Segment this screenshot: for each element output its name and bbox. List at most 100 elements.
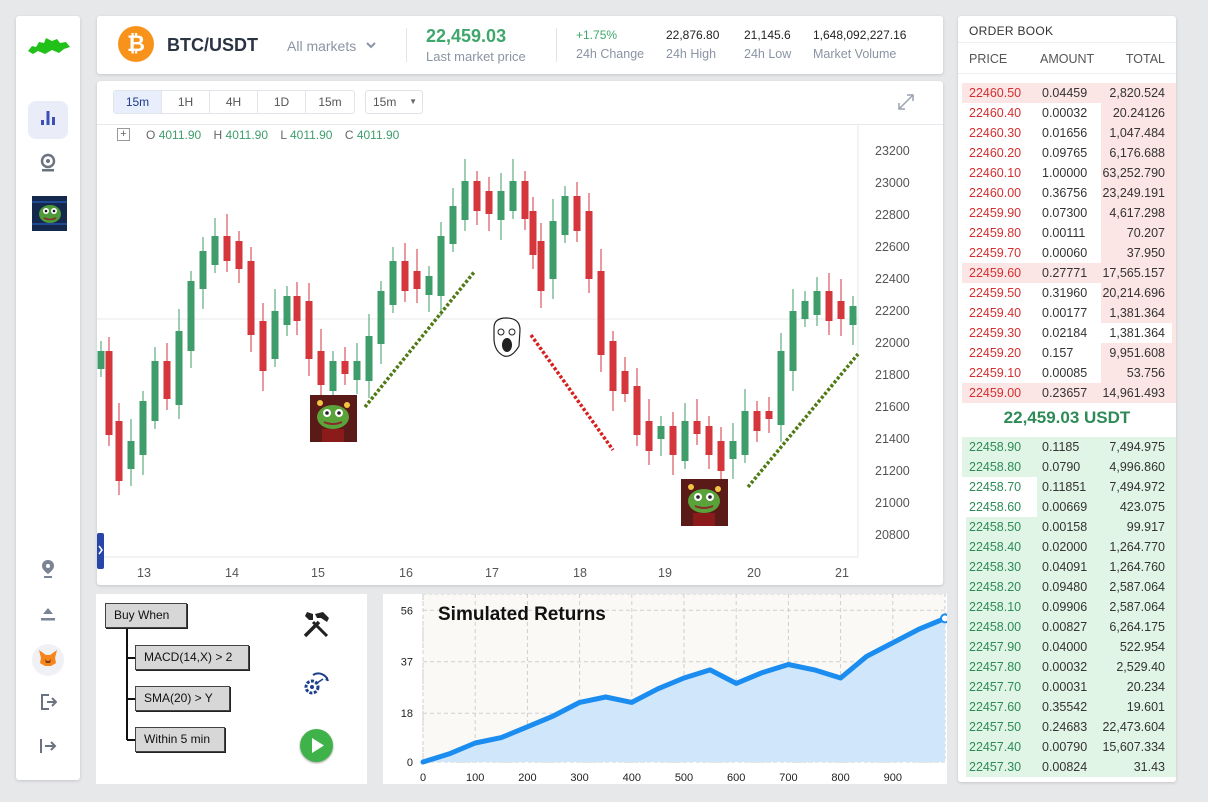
col-total: TOTAL bbox=[1125, 52, 1165, 66]
ask-total: 53.756 bbox=[1126, 366, 1165, 380]
bid-row[interactable]: 22458.80 0.0790 4,996.860 bbox=[958, 457, 1176, 477]
run-button[interactable] bbox=[300, 729, 333, 762]
candle bbox=[305, 283, 313, 376]
ask-total: 17,565.157 bbox=[1102, 266, 1165, 280]
ask-row[interactable]: 22459.90 0.07300 4,617.298 bbox=[958, 203, 1176, 223]
buy-when-node[interactable]: Buy When bbox=[105, 603, 187, 628]
ask-row[interactable]: 22459.30 0.02184 1,381.364 bbox=[958, 323, 1176, 343]
bid-row[interactable]: 22458.70 0.11851 7,494.972 bbox=[958, 477, 1176, 497]
low-label: 24h Low bbox=[744, 47, 792, 61]
bid-row[interactable]: 22458.90 0.1185 7,494.975 bbox=[958, 437, 1176, 457]
ask-price: 22460.30 bbox=[969, 126, 1022, 140]
bid-price: 22457.60 bbox=[969, 700, 1022, 714]
col-price: PRICE bbox=[969, 52, 1008, 66]
bid-depth-bar bbox=[1036, 477, 1176, 497]
location-nav-button[interactable] bbox=[28, 552, 68, 590]
bid-row[interactable]: 22457.50 0.24683 22,473.604 bbox=[958, 717, 1176, 737]
collapse-panel-tab[interactable] bbox=[97, 533, 104, 569]
wallet-button[interactable] bbox=[32, 644, 64, 676]
bid-row[interactable]: 22457.30 0.00824 31.43 bbox=[958, 757, 1176, 777]
market-select[interactable]: All markets bbox=[287, 36, 376, 54]
bid-row[interactable]: 22457.90 0.04000 522.954 bbox=[958, 637, 1176, 657]
bid-row[interactable]: 22458.40 0.02000 1,264.770 bbox=[958, 537, 1176, 557]
ask-amount: 0.01656 bbox=[1042, 126, 1088, 140]
condition-time[interactable]: Within 5 min bbox=[135, 727, 225, 752]
ohlc-open-label: O bbox=[146, 128, 156, 142]
bid-row[interactable]: 22457.60 0.35542 19.601 bbox=[958, 697, 1176, 717]
gear-refresh-icon[interactable] bbox=[301, 669, 331, 704]
bid-depth-bar bbox=[966, 557, 1176, 577]
ask-row[interactable]: 22460.30 0.01656 1,047.484 bbox=[958, 123, 1176, 143]
logout-icon bbox=[39, 737, 57, 760]
crosshair-toggle[interactable]: + bbox=[117, 128, 130, 141]
ask-row[interactable]: 22460.20 0.09765 6,176.688 bbox=[958, 143, 1176, 163]
bid-row[interactable]: 22458.10 0.09906 2,587.064 bbox=[958, 597, 1176, 617]
tab-1d[interactable]: 1D bbox=[258, 91, 306, 113]
ask-row[interactable]: 22459.20 0.157 9,951.608 bbox=[958, 343, 1176, 363]
strategy-builder: Buy When MACD(14,X) > 2 SMA(20) > Y With… bbox=[96, 594, 367, 784]
ask-row[interactable]: 22460.50 0.04459 2,820.524 bbox=[958, 83, 1176, 103]
ask-row[interactable]: 22460.00 0.36756 23,249.191 bbox=[958, 183, 1176, 203]
tab-15m[interactable]: 15m bbox=[114, 91, 162, 113]
bid-row[interactable]: 22458.30 0.04091 1,264.760 bbox=[958, 557, 1176, 577]
bid-amount: 0.04091 bbox=[1042, 560, 1088, 574]
ask-price: 22460.20 bbox=[969, 146, 1022, 160]
candle bbox=[609, 331, 617, 411]
ask-amount: 0.00111 bbox=[1042, 226, 1086, 240]
bid-row[interactable]: 22457.70 0.00031 20.234 bbox=[958, 677, 1176, 697]
bid-row[interactable]: 22458.20 0.09480 2,587.064 bbox=[958, 577, 1176, 597]
app-logo[interactable] bbox=[26, 34, 72, 58]
chart-nav-button[interactable] bbox=[28, 101, 68, 139]
export-nav-button[interactable] bbox=[28, 685, 68, 723]
bid-amount: 0.1185 bbox=[1042, 440, 1080, 454]
bid-amount: 0.11851 bbox=[1042, 480, 1087, 494]
ask-row[interactable]: 22459.40 0.00177 1,381.364 bbox=[958, 303, 1176, 323]
returns-x-tick: 400 bbox=[623, 772, 641, 784]
returns-y-tick: 0 bbox=[407, 757, 413, 769]
ask-row[interactable]: 22459.00 0.23657 14,961.493 bbox=[958, 383, 1176, 403]
tools-icon[interactable] bbox=[301, 610, 331, 643]
map-pin-icon bbox=[40, 559, 56, 584]
bid-total: 31.43 bbox=[1133, 760, 1165, 774]
ask-row[interactable]: 22460.40 0.00032 20.24126 bbox=[958, 103, 1176, 123]
bid-row[interactable]: 22458.00 0.00827 6,264.175 bbox=[958, 617, 1176, 637]
ask-row[interactable]: 22459.50 0.31960 20,214.696 bbox=[958, 283, 1176, 303]
bid-row[interactable]: 22457.80 0.00032 2,529.40 bbox=[958, 657, 1176, 677]
condition-sma[interactable]: SMA(20) > Y bbox=[135, 686, 230, 711]
expand-icon[interactable] bbox=[897, 93, 915, 116]
condition-macd[interactable]: MACD(14,X) > 2 bbox=[135, 645, 249, 670]
trend-line-up bbox=[746, 352, 860, 489]
export-icon bbox=[39, 693, 58, 716]
interval-select[interactable]: 15m ▼ bbox=[365, 90, 423, 114]
tab-15m-alt[interactable]: 15m bbox=[318, 95, 342, 109]
candle bbox=[199, 237, 207, 309]
ask-row[interactable]: 22459.10 0.00085 53.756 bbox=[958, 363, 1176, 383]
candle bbox=[365, 314, 373, 398]
tab-4h[interactable]: 4H bbox=[210, 91, 258, 113]
candle bbox=[849, 296, 857, 345]
candle bbox=[669, 412, 677, 475]
candle bbox=[741, 389, 749, 463]
bid-row[interactable]: 22458.60 0.00669 423.075 bbox=[958, 497, 1176, 517]
ask-price: 22460.40 bbox=[969, 106, 1022, 120]
candle bbox=[509, 159, 517, 219]
coin-symbol: ₿ bbox=[127, 31, 145, 56]
ask-row[interactable]: 22459.70 0.00060 37.950 bbox=[958, 243, 1176, 263]
logout-nav-button[interactable] bbox=[28, 729, 68, 767]
ask-row[interactable]: 22459.80 0.00111 70.207 bbox=[958, 223, 1176, 243]
upload-icon bbox=[39, 605, 57, 628]
candlestick-chart[interactable]: 23200 23000 22800 22600 22400 22200 22000 21800… bbox=[97, 125, 943, 585]
avatar[interactable] bbox=[32, 196, 67, 231]
bid-row[interactable]: 22457.40 0.00790 15,607.334 bbox=[958, 737, 1176, 757]
candle bbox=[537, 223, 545, 308]
ask-amount: 0.31960 bbox=[1042, 286, 1088, 300]
upload-nav-button[interactable] bbox=[28, 597, 68, 635]
profile-nav-button[interactable] bbox=[28, 146, 68, 184]
trend-line-up bbox=[363, 269, 477, 409]
tab-1h[interactable]: 1H bbox=[162, 91, 210, 113]
x-tick-label: 21 bbox=[835, 566, 849, 580]
ask-row[interactable]: 22460.10 1.00000 63,252.790 bbox=[958, 163, 1176, 183]
ask-row[interactable]: 22459.60 0.27771 17,565.157 bbox=[958, 263, 1176, 283]
bid-row[interactable]: 22458.50 0.00158 99.917 bbox=[958, 517, 1176, 537]
candle bbox=[353, 343, 361, 394]
